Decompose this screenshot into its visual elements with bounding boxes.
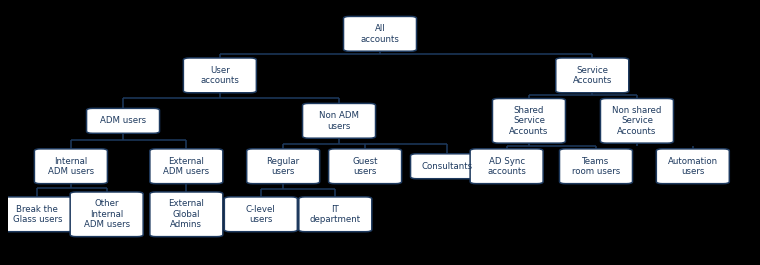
- Text: AD Sync
accounts: AD Sync accounts: [487, 157, 526, 176]
- Text: Regular
users: Regular users: [267, 157, 299, 176]
- Text: Teams
room users: Teams room users: [572, 157, 620, 176]
- Text: Non ADM
users: Non ADM users: [319, 111, 359, 131]
- Text: C-level
users: C-level users: [246, 205, 276, 224]
- Text: Non shared
Service
Accounts: Non shared Service Accounts: [613, 106, 662, 136]
- FancyBboxPatch shape: [492, 99, 565, 143]
- Text: Automation
users: Automation users: [668, 157, 718, 176]
- Text: Shared
Service
Accounts: Shared Service Accounts: [509, 106, 549, 136]
- FancyBboxPatch shape: [247, 149, 320, 184]
- Text: Other
Internal
ADM users: Other Internal ADM users: [84, 199, 130, 229]
- Text: External
Global
Admins: External Global Admins: [169, 199, 204, 229]
- Text: External
ADM users: External ADM users: [163, 157, 210, 176]
- FancyBboxPatch shape: [87, 108, 160, 133]
- FancyBboxPatch shape: [600, 99, 673, 143]
- FancyBboxPatch shape: [657, 149, 730, 184]
- Text: User
accounts: User accounts: [201, 66, 239, 85]
- Text: Service
Accounts: Service Accounts: [572, 66, 612, 85]
- Text: Guest
users: Guest users: [353, 157, 378, 176]
- FancyBboxPatch shape: [34, 149, 107, 184]
- FancyBboxPatch shape: [224, 197, 297, 232]
- FancyBboxPatch shape: [299, 197, 372, 232]
- FancyBboxPatch shape: [559, 149, 632, 184]
- FancyBboxPatch shape: [410, 154, 483, 179]
- Text: Break the
Glass users: Break the Glass users: [13, 205, 62, 224]
- FancyBboxPatch shape: [344, 16, 416, 51]
- FancyBboxPatch shape: [183, 58, 256, 93]
- FancyBboxPatch shape: [1, 197, 74, 232]
- Text: Internal
ADM users: Internal ADM users: [48, 157, 94, 176]
- Text: ADM users: ADM users: [100, 116, 146, 125]
- FancyBboxPatch shape: [328, 149, 401, 184]
- Text: All
accounts: All accounts: [360, 24, 400, 43]
- FancyBboxPatch shape: [556, 58, 629, 93]
- FancyBboxPatch shape: [150, 149, 223, 184]
- FancyBboxPatch shape: [70, 192, 143, 237]
- FancyBboxPatch shape: [302, 103, 375, 138]
- FancyBboxPatch shape: [470, 149, 543, 184]
- Text: Consultants: Consultants: [422, 162, 473, 171]
- FancyBboxPatch shape: [150, 192, 223, 237]
- Text: IT
department: IT department: [310, 205, 361, 224]
